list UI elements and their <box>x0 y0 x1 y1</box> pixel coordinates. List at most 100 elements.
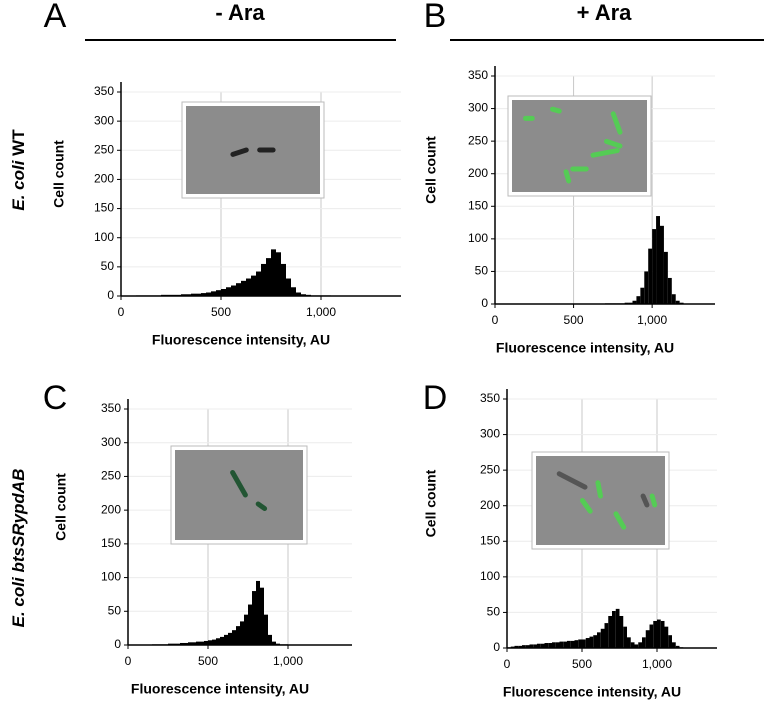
x-tick-label: 1,000 <box>637 313 667 327</box>
x-tick-label: 500 <box>211 305 231 319</box>
x-tick-label: 1,000 <box>273 654 303 668</box>
y-tick-label: 300 <box>101 435 121 449</box>
bar <box>632 300 637 304</box>
bar <box>675 645 680 648</box>
bar <box>638 642 642 648</box>
x-tick-label: 0 <box>492 313 499 327</box>
bar <box>281 263 286 296</box>
y-tick-label: 50 <box>108 603 122 617</box>
panel-label: A <box>44 0 67 35</box>
bar <box>656 216 660 304</box>
y-tick-label: 50 <box>475 264 489 278</box>
bar <box>649 624 654 648</box>
column-header: + Ara <box>577 0 633 25</box>
bar <box>226 287 231 296</box>
y-tick-label: 250 <box>468 133 488 147</box>
bar <box>240 621 244 645</box>
y-tick-label: 250 <box>480 462 500 476</box>
bar <box>563 641 567 648</box>
bar <box>559 641 564 648</box>
y-tick-label: 200 <box>101 502 121 516</box>
cell <box>613 511 627 530</box>
cell <box>230 470 248 498</box>
bar <box>657 619 661 648</box>
y-axis-label: Cell count <box>423 136 439 204</box>
bar <box>544 643 549 648</box>
x-tick-label: 1,000 <box>642 657 672 671</box>
bar <box>248 604 252 645</box>
x-tick-label: 500 <box>572 657 592 671</box>
y-tick-label: 0 <box>493 640 500 654</box>
y-tick-label: 100 <box>468 231 488 245</box>
bar <box>645 630 650 648</box>
bar <box>201 293 206 296</box>
y-tick-label: 200 <box>94 172 114 186</box>
y-tick-label: 250 <box>94 142 114 156</box>
row-species: E. coli <box>9 576 28 627</box>
bar <box>204 640 208 645</box>
y-tick-label: 300 <box>480 427 500 441</box>
bar <box>256 271 261 296</box>
bar <box>604 623 609 648</box>
y-tick-label: 200 <box>468 166 488 180</box>
y-tick-label: 250 <box>101 469 121 483</box>
bar <box>251 275 256 296</box>
y-tick-label: 50 <box>101 259 115 273</box>
row-strain: WT <box>9 129 28 156</box>
bar <box>216 638 220 645</box>
bar <box>200 641 204 645</box>
column-header: - Ara <box>215 0 265 25</box>
bar <box>196 293 201 296</box>
cell <box>255 501 268 511</box>
bar <box>220 636 224 645</box>
bar <box>642 637 646 648</box>
y-tick-label: 350 <box>480 391 500 405</box>
bar <box>597 632 601 648</box>
bar <box>271 249 276 296</box>
y-axis-label: Cell count <box>423 469 439 537</box>
bar <box>537 643 541 648</box>
bar <box>567 640 571 648</box>
bar <box>246 278 251 296</box>
bar <box>252 591 256 645</box>
bar <box>653 620 657 648</box>
bar <box>644 271 649 304</box>
bar <box>548 643 552 648</box>
x-tick-label: 500 <box>198 654 218 668</box>
bar <box>640 287 645 304</box>
cell <box>610 111 623 135</box>
bar <box>663 251 668 304</box>
y-tick-label: 200 <box>480 498 500 512</box>
bar <box>211 291 216 296</box>
bar <box>272 641 276 645</box>
bar <box>268 634 272 645</box>
bar <box>600 628 605 648</box>
bar <box>286 278 291 296</box>
inset-image <box>512 100 647 192</box>
y-tick-label: 0 <box>107 288 114 302</box>
cell <box>230 147 249 157</box>
bar <box>636 296 641 304</box>
bar <box>261 263 266 296</box>
bar <box>652 229 657 304</box>
bar <box>529 644 534 648</box>
bar <box>184 642 188 645</box>
y-tick-label: 100 <box>480 569 500 583</box>
bar <box>276 252 281 296</box>
bar <box>291 287 296 296</box>
bar <box>296 292 301 296</box>
panel-label: B <box>424 0 447 35</box>
bar <box>627 637 631 648</box>
bar <box>224 634 228 645</box>
row-species: E. coli <box>9 159 28 210</box>
y-tick-label: 300 <box>94 113 114 127</box>
bar <box>192 642 196 645</box>
panel-label: C <box>43 379 68 417</box>
bar <box>585 638 590 648</box>
bar <box>518 645 522 648</box>
bar <box>266 258 271 296</box>
x-axis-label: Fluorescence intensity, AU <box>131 681 309 697</box>
bar <box>522 645 526 648</box>
panel-label: D <box>423 379 448 417</box>
